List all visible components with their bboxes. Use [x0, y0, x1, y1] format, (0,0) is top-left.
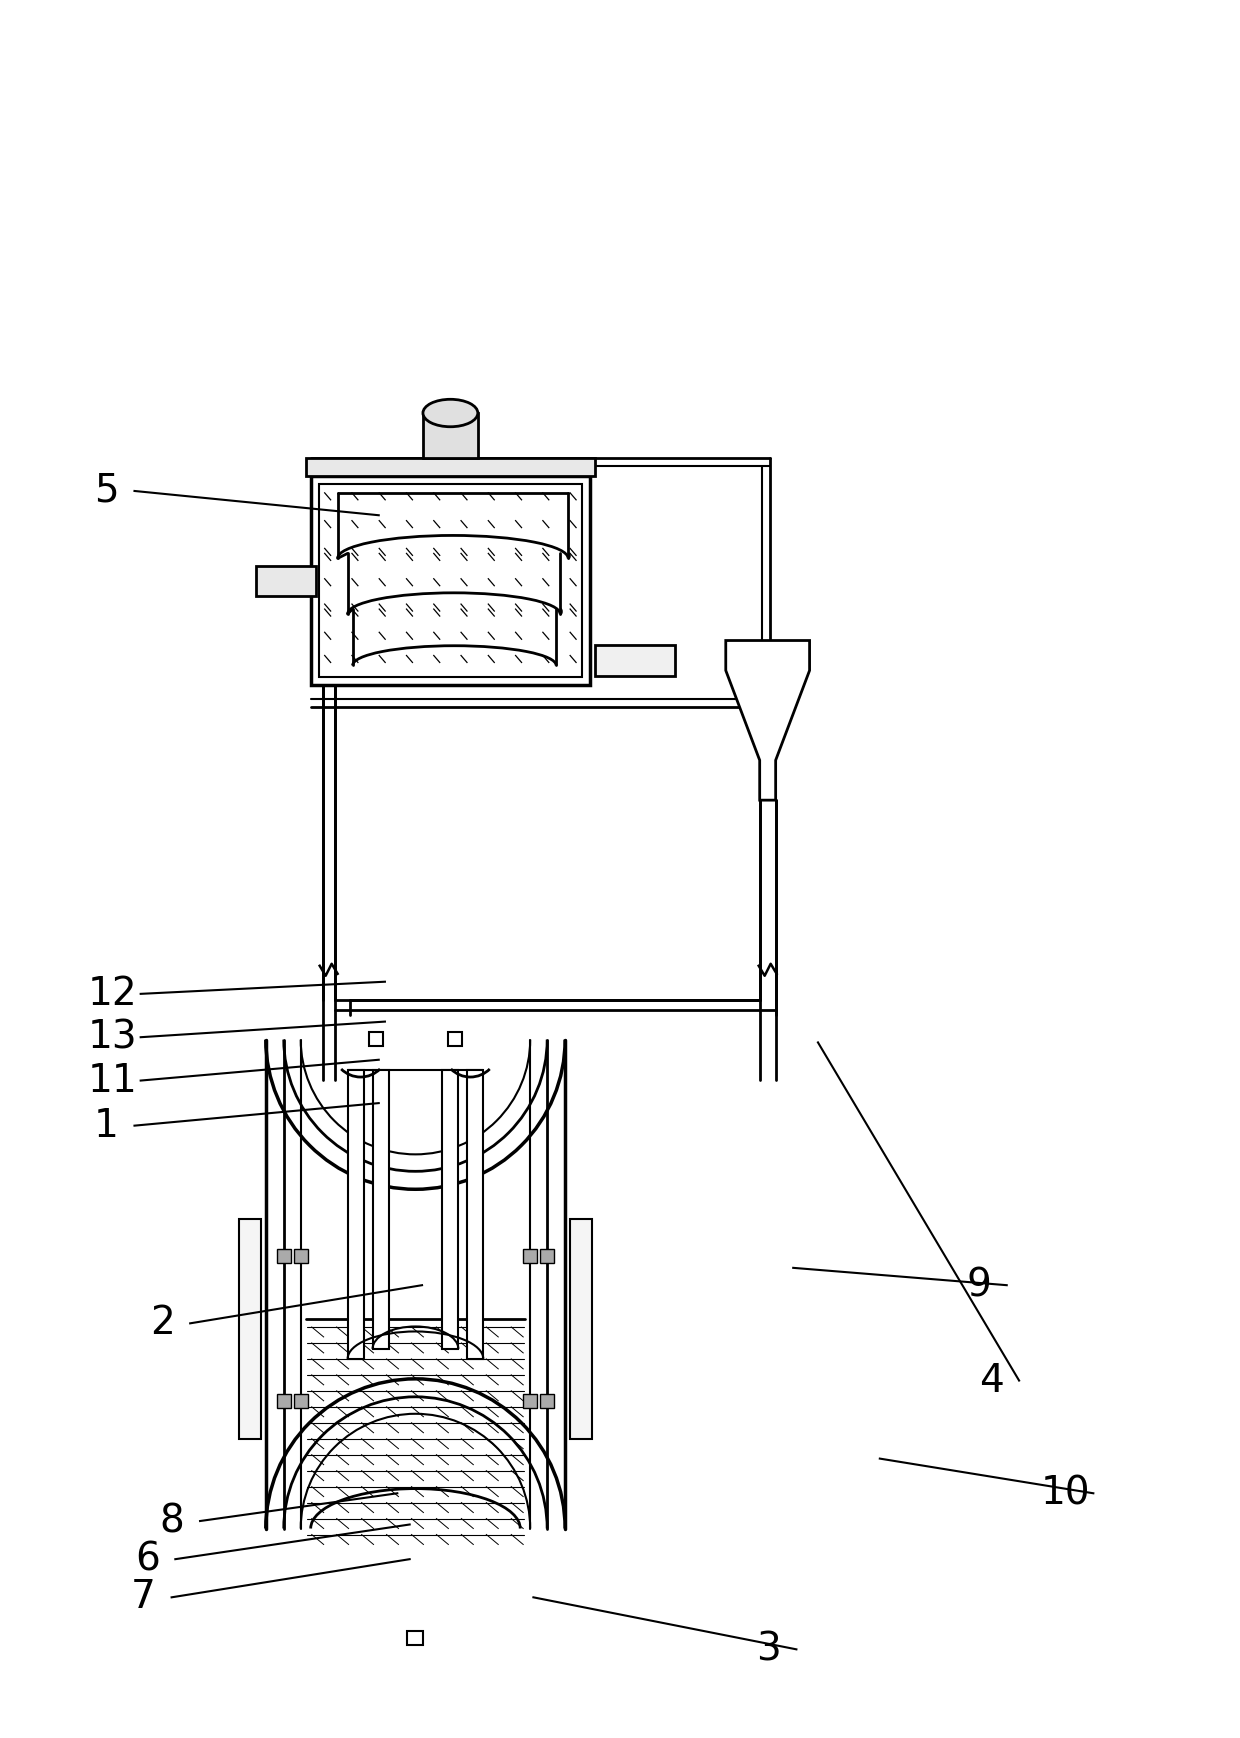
Text: 4: 4 [978, 1361, 1003, 1399]
Bar [541, 1250, 554, 1264]
Text: 1: 1 [94, 1107, 119, 1145]
Bar [255, 565, 316, 596]
Text: 12: 12 [88, 975, 138, 1013]
Text: 6: 6 [135, 1540, 160, 1578]
Bar [239, 1220, 260, 1439]
Bar [408, 1632, 423, 1646]
Bar [570, 1220, 591, 1439]
Bar [523, 1394, 537, 1408]
Bar [277, 1250, 290, 1264]
Polygon shape [725, 641, 810, 799]
Text: 10: 10 [1040, 1474, 1090, 1512]
Bar [595, 645, 675, 676]
Bar [423, 414, 479, 457]
Bar [443, 1069, 459, 1349]
Bar [372, 1069, 388, 1349]
Bar [467, 1069, 484, 1359]
Text: 5: 5 [94, 473, 119, 509]
Text: 11: 11 [88, 1062, 138, 1100]
Text: 13: 13 [88, 1018, 138, 1057]
Text: 8: 8 [160, 1502, 185, 1540]
Bar [347, 1069, 363, 1359]
Bar [277, 1394, 290, 1408]
Bar [294, 1394, 308, 1408]
Bar [541, 1394, 554, 1408]
Text: 2: 2 [150, 1304, 175, 1342]
Text: 9: 9 [966, 1267, 991, 1304]
Bar [294, 1250, 308, 1264]
Bar [449, 1032, 463, 1046]
Ellipse shape [423, 400, 477, 428]
Bar [319, 483, 582, 678]
Bar [306, 457, 595, 476]
Text: 7: 7 [131, 1578, 156, 1616]
Bar [311, 476, 590, 685]
Bar [368, 1032, 382, 1046]
Text: 3: 3 [756, 1630, 781, 1668]
Bar [523, 1250, 537, 1264]
